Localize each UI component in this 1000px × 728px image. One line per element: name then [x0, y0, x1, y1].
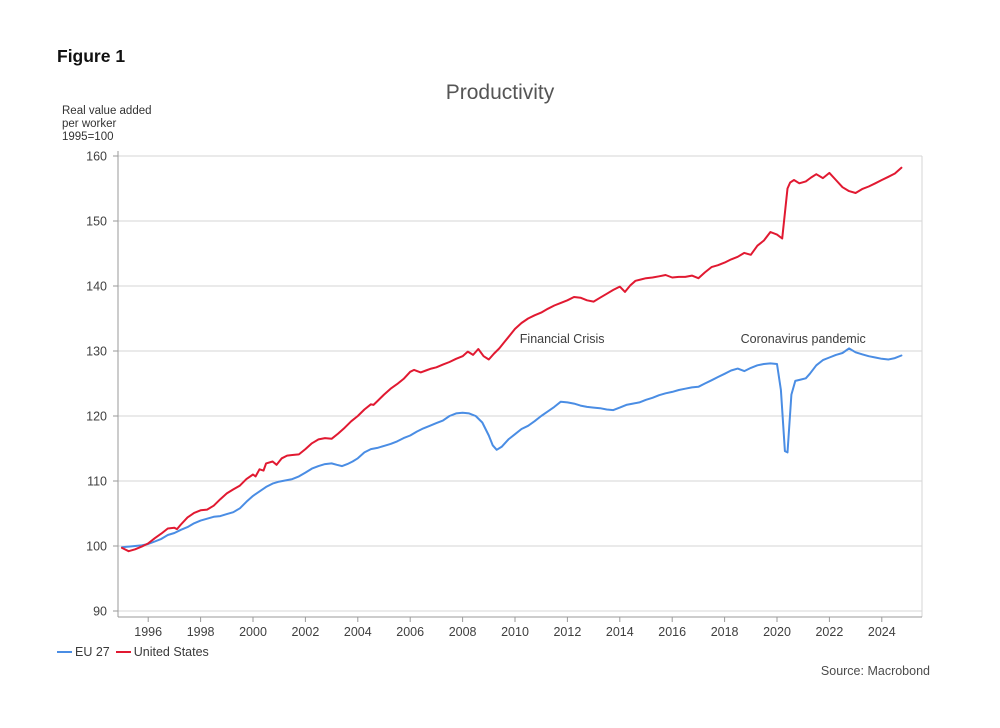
legend-item-united-states: United States — [115, 645, 209, 659]
y-axis-unit-label: Real value added per worker 1995=100 — [62, 105, 152, 143]
y-tick-label-120: 120 — [86, 410, 107, 424]
x-tick-label-2008: 2008 — [449, 625, 477, 639]
x-tick-label-2000: 2000 — [239, 625, 267, 639]
y-tick-label-130: 130 — [86, 345, 107, 359]
us-series-line — [121, 166, 903, 553]
legend-label-eu27: EU 27 — [75, 645, 110, 659]
x-tick-label-2018: 2018 — [711, 625, 739, 639]
x-tick-label-2024: 2024 — [868, 625, 896, 639]
x-tick-label-2016: 2016 — [658, 625, 686, 639]
y-axis-unit-line1: Real value added — [62, 105, 152, 117]
legend: EU 27 United States — [57, 645, 215, 659]
eu27-legend-line-icon — [57, 651, 72, 653]
x-tick-label-1998: 1998 — [187, 625, 215, 639]
y-axis-unit-line2: per worker — [62, 117, 117, 130]
legend-item-eu27: EU 27 — [57, 645, 110, 659]
y-tick-label-100: 100 — [86, 540, 107, 554]
x-tick-label-2004: 2004 — [344, 625, 372, 639]
figure-label: Figure 1 — [57, 46, 126, 66]
annotation-coronavirus-pandemic: Coronavirus pandemic — [741, 332, 866, 346]
x-tick-label-2010: 2010 — [501, 625, 529, 639]
chart-title: Productivity — [445, 81, 555, 104]
us-legend-line-icon — [115, 651, 131, 653]
x-tick-label-2006: 2006 — [396, 625, 424, 639]
y-tick-label-160: 160 — [86, 150, 107, 164]
x-tick-label-1996: 1996 — [134, 625, 162, 639]
y-tick-label-140: 140 — [86, 280, 107, 294]
y-tick-label-110: 110 — [87, 475, 107, 489]
y-tick-label-90: 90 — [93, 605, 107, 619]
x-tick-label-2012: 2012 — [553, 625, 581, 639]
x-tick-label-2020: 2020 — [763, 625, 791, 639]
legend-label-united-states: United States — [133, 645, 209, 659]
source-credit: Source: Macrobond — [820, 664, 930, 678]
x-tick-label-2014: 2014 — [606, 625, 634, 639]
y-tick-label-150: 150 — [86, 215, 107, 229]
x-tick-label-2002: 2002 — [291, 625, 319, 639]
x-tick-label-2022: 2022 — [815, 625, 843, 639]
eu27-series-line — [121, 347, 903, 549]
annotation-financial-crisis: Financial Crisis — [520, 332, 605, 346]
y-axis-unit-line3: 1995=100 — [62, 130, 114, 143]
